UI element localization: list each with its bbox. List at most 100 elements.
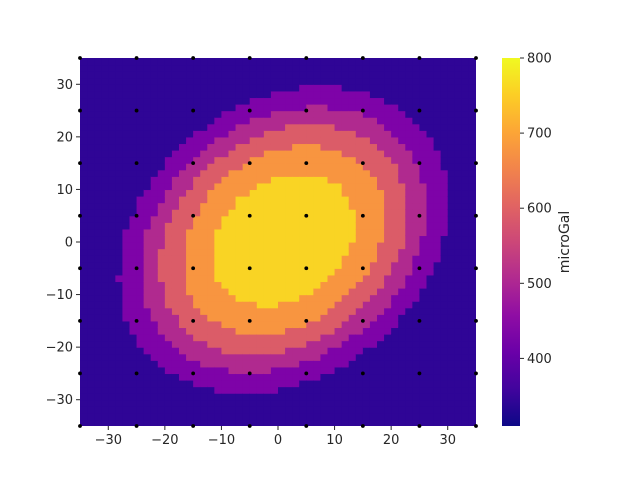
contour-cell	[362, 222, 371, 230]
contour-cell	[115, 393, 124, 401]
contour-cell	[179, 97, 187, 105]
contour-cell	[384, 196, 392, 204]
contour-cell	[143, 248, 152, 256]
contour-cell	[419, 235, 428, 243]
contour-cell	[384, 97, 392, 105]
contour-cell	[164, 202, 173, 210]
contour-cell	[391, 360, 399, 368]
contour-cell	[398, 84, 406, 92]
contour-cell	[200, 412, 208, 421]
contour-cell	[193, 130, 201, 138]
contour-cell	[270, 412, 279, 421]
contour-cell	[164, 248, 173, 256]
contour-cell	[348, 97, 357, 105]
contour-cell	[214, 334, 223, 342]
contour-cell	[263, 71, 272, 79]
contour-cell	[157, 169, 166, 177]
contour-cell	[87, 64, 95, 72]
contour-cell	[171, 182, 180, 191]
contour-cell	[454, 340, 463, 348]
contour-cell	[207, 307, 215, 315]
contour-cell	[320, 136, 329, 145]
contour-cell	[355, 123, 364, 131]
contour-cell	[94, 419, 102, 426]
contour-cell	[419, 156, 428, 164]
contour-cell	[320, 327, 329, 335]
contour-cell	[171, 130, 180, 138]
contour-cell	[398, 150, 406, 158]
contour-cell	[398, 215, 406, 223]
contour-cell	[461, 307, 470, 315]
contour-cell	[193, 110, 201, 118]
contour-cell	[377, 406, 385, 414]
contour-cell	[221, 143, 230, 151]
contour-cell	[179, 104, 187, 112]
contour-cell	[235, 334, 244, 342]
contour-cell	[306, 130, 314, 138]
contour-cell	[129, 347, 138, 355]
contour-cell	[384, 143, 392, 151]
contour-cell	[164, 327, 173, 335]
contour-cell	[115, 209, 124, 217]
contour-cell	[256, 419, 265, 426]
contour-cell	[306, 386, 314, 394]
contour-cell	[235, 182, 244, 191]
contour-cell	[143, 393, 152, 401]
contour-cell	[228, 419, 237, 426]
contour-cell	[193, 406, 201, 414]
contour-cell	[101, 189, 109, 197]
contour-cell	[150, 406, 159, 414]
contour-cell	[355, 360, 364, 368]
contour-cell	[171, 64, 180, 72]
contour-cell	[249, 156, 258, 164]
contour-cell	[200, 360, 208, 368]
contour-cell	[164, 314, 173, 322]
contour-cell	[468, 64, 476, 72]
colorbar	[502, 58, 520, 426]
contour-cell	[405, 182, 413, 191]
contour-cell	[186, 110, 194, 118]
contour-cell	[207, 301, 215, 309]
contour-cell	[468, 334, 476, 342]
contour-cell	[171, 163, 180, 171]
contour-cell	[115, 222, 124, 230]
contour-cell	[101, 399, 109, 407]
contour-cell	[129, 353, 138, 361]
contour-cell	[108, 176, 116, 184]
contour-cell	[94, 189, 102, 197]
contour-cell	[143, 419, 152, 426]
contour-cell	[412, 373, 421, 381]
contour-cell	[313, 182, 322, 191]
contour-cell	[214, 327, 223, 335]
contour-cell	[270, 84, 279, 92]
contour-cell	[171, 255, 180, 263]
contour-cell	[228, 97, 237, 105]
contour-cell	[171, 327, 180, 335]
contour-cell	[200, 255, 208, 263]
contour-cell	[136, 334, 145, 342]
contour-cell	[150, 196, 159, 204]
contour-cell	[327, 268, 336, 276]
contour-cell	[263, 209, 272, 217]
contour-cell	[171, 169, 180, 177]
contour-cell	[228, 255, 237, 263]
contour-cell	[228, 228, 237, 237]
contour-cell	[94, 327, 102, 335]
contour-cell	[136, 406, 145, 414]
contour-cell	[235, 399, 244, 407]
contour-cell	[433, 84, 442, 92]
contour-cell	[150, 163, 159, 171]
contour-cell	[348, 353, 357, 361]
contour-cell	[179, 393, 187, 401]
contour-cell	[136, 360, 145, 368]
contour-cell	[256, 399, 265, 407]
contour-cell	[341, 90, 350, 99]
contour-cell	[129, 314, 138, 322]
contour-cell	[285, 228, 293, 237]
contour-cell	[94, 366, 102, 375]
contour-cell	[101, 419, 109, 426]
contour-cell	[278, 281, 286, 289]
contour-cell	[242, 71, 251, 79]
contour-cell	[461, 334, 470, 342]
contour-cell	[299, 189, 307, 197]
